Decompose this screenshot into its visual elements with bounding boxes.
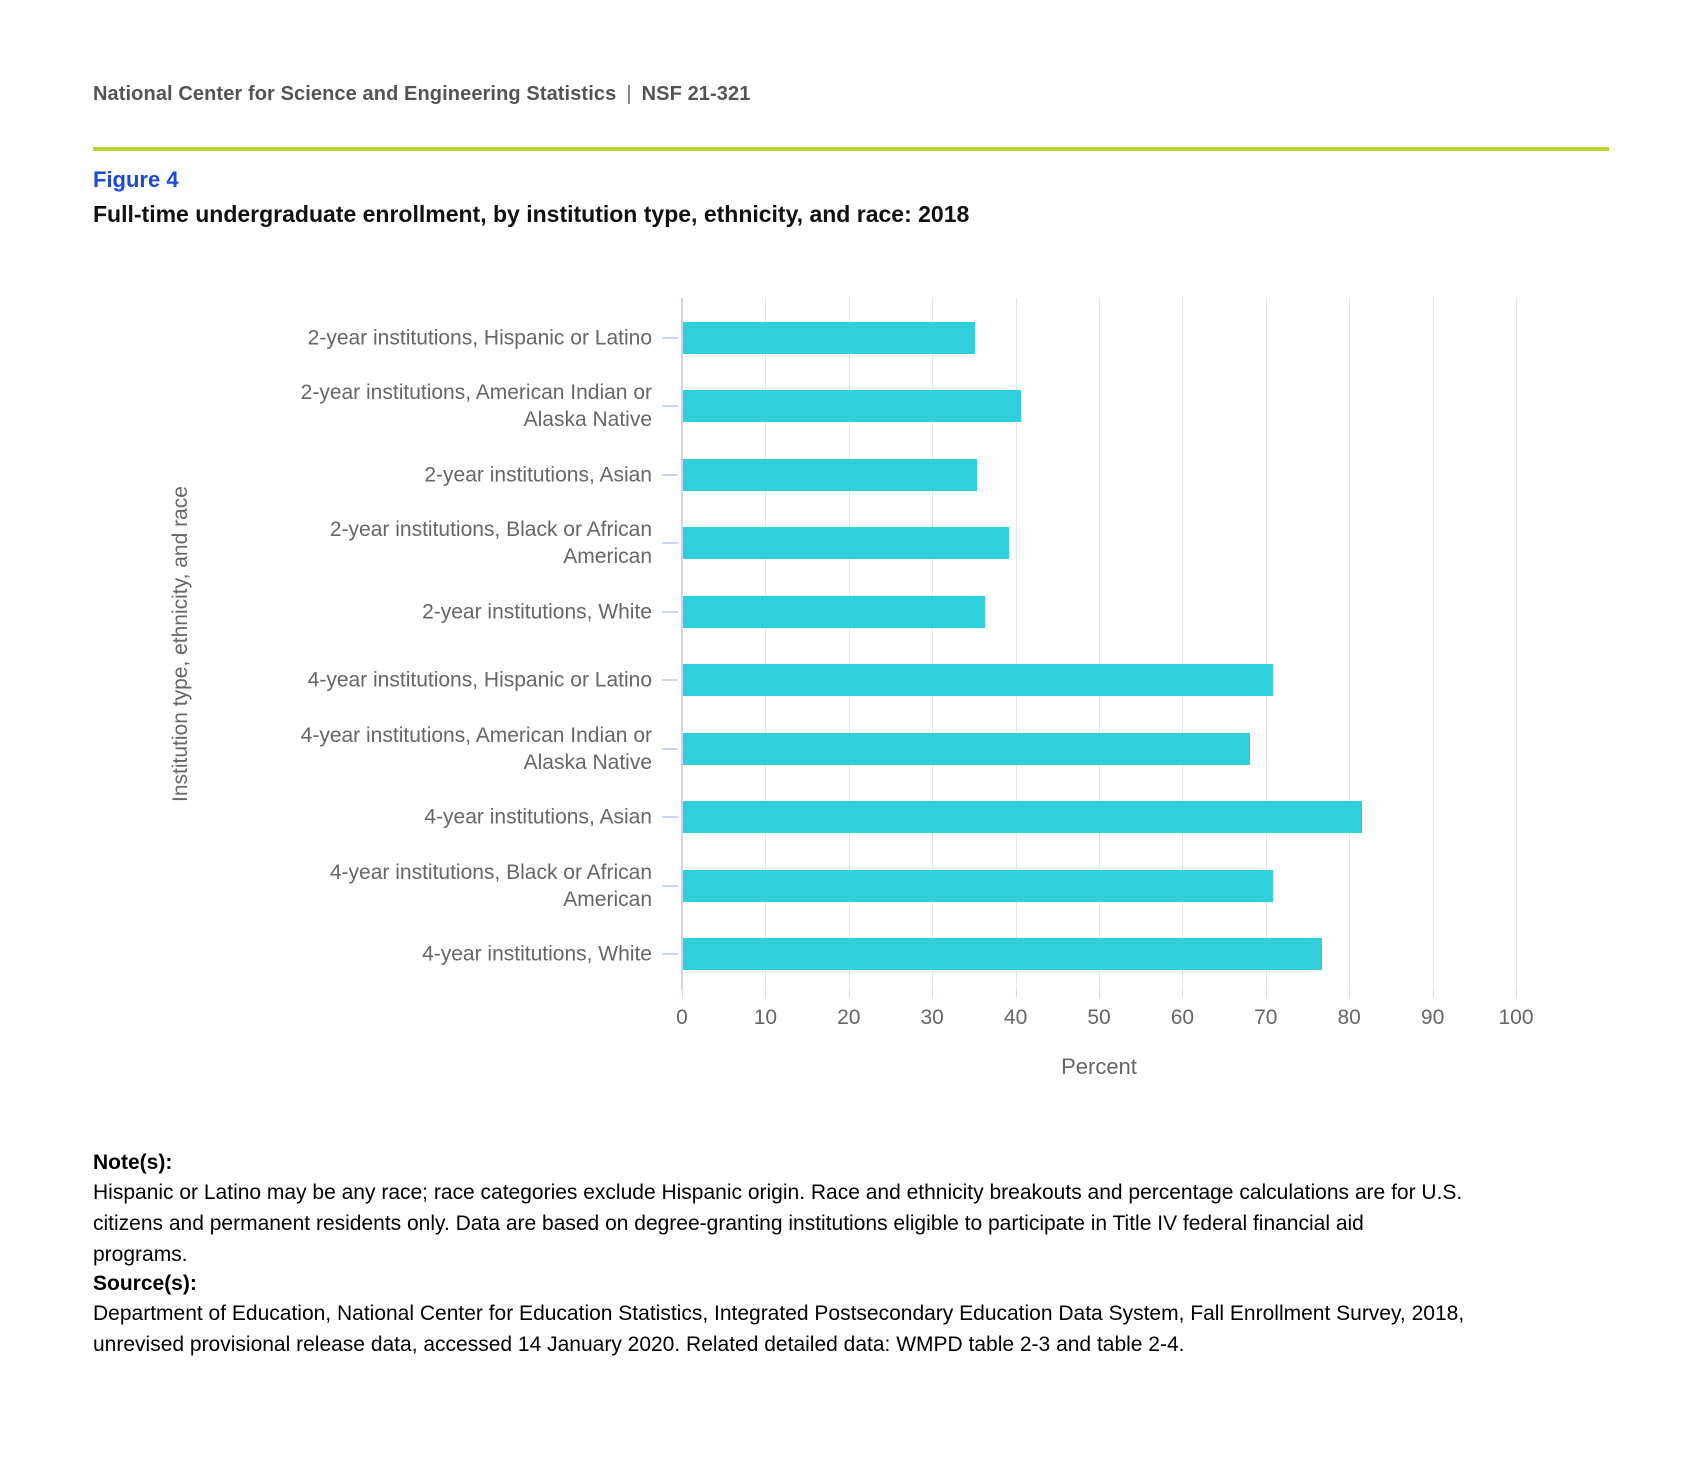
- category-tick: [662, 953, 678, 956]
- category-label: 2-year institutions, American Indian or …: [300, 381, 652, 432]
- header-separator: |: [626, 83, 632, 105]
- x-axis-title: Percent: [1061, 1054, 1137, 1079]
- notes-heading: Note(s):: [93, 1151, 173, 1174]
- x-gridline: [932, 298, 934, 990]
- x-axis-tick: [932, 990, 934, 997]
- y-axis-title: Institution type, ethnicity, and race: [169, 486, 192, 802]
- x-gridline: [1432, 298, 1434, 990]
- category-label: 4-year institutions, White: [422, 942, 652, 966]
- figure-title: Full-time undergraduate enrollment, by i…: [93, 201, 970, 227]
- bar: [683, 801, 1362, 834]
- bar: [683, 664, 1274, 697]
- x-tick-label: 20: [837, 1006, 861, 1029]
- category-label: 4-year institutions, Black or African Am…: [329, 860, 652, 911]
- category-tick: [662, 337, 678, 339]
- x-tick-label: 30: [920, 1006, 944, 1029]
- x-axis-tick: [1349, 990, 1351, 997]
- y-axis-line: [681, 298, 683, 990]
- x-axis-tick: [1099, 990, 1100, 997]
- x-tick-label: 0: [676, 1006, 688, 1029]
- x-axis-tick: [1182, 990, 1184, 997]
- x-axis-tick: [682, 990, 683, 997]
- notes-text: Hispanic or Latino may be any race; race…: [93, 1181, 1463, 1266]
- category-tick: [662, 405, 678, 408]
- x-tick-label: 80: [1337, 1006, 1361, 1029]
- bar: [683, 938, 1322, 971]
- publisher-name: National Center for Science and Engineer…: [93, 83, 617, 105]
- x-tick-label: 100: [1498, 1006, 1534, 1029]
- bar: [683, 869, 1274, 902]
- x-gridline: [1015, 298, 1017, 990]
- x-axis-tick: [848, 990, 850, 997]
- x-gridline: [1099, 298, 1100, 990]
- category-label: 2-year institutions, Black or African Am…: [329, 518, 652, 569]
- x-tick-label: 70: [1254, 1006, 1278, 1029]
- x-tick-label: 90: [1420, 1006, 1445, 1029]
- category-label: 2-year institutions, White: [422, 600, 652, 624]
- bar: [683, 527, 1010, 560]
- x-axis-tick: [1015, 990, 1017, 997]
- category-label: 4-year institutions, Hispanic or Latino: [307, 668, 652, 692]
- category-tick: [662, 747, 678, 750]
- x-axis-tick: [1516, 990, 1517, 997]
- category-tick: [662, 816, 678, 819]
- x-tick-label: 50: [1087, 1006, 1111, 1029]
- category-tick: [662, 679, 678, 682]
- category-label: 2-year institutions, Hispanic or Latino: [307, 326, 652, 350]
- sources-heading: Source(s):: [93, 1272, 197, 1295]
- x-tick-label: 60: [1170, 1006, 1195, 1029]
- bar: [683, 390, 1021, 423]
- category-tick: [662, 473, 678, 476]
- x-axis-tick: [765, 990, 767, 997]
- x-tick-label: 40: [1003, 1006, 1028, 1029]
- report-number: NSF 21-321: [641, 83, 751, 105]
- x-gridline: [1516, 298, 1517, 990]
- x-axis-tick: [1265, 990, 1267, 997]
- sources-text: Department of Education, National Center…: [93, 1302, 1465, 1356]
- green-divider-rule: [93, 147, 1609, 151]
- report-header: National Center for Science and Engineer…: [93, 83, 750, 106]
- x-axis-tick: [1432, 990, 1434, 997]
- category-tick: [662, 884, 678, 887]
- x-gridline: [848, 298, 850, 990]
- x-gridline: [1349, 298, 1351, 990]
- figure-label: Figure 4: [93, 167, 179, 192]
- x-gridline: [1182, 298, 1184, 990]
- bar: [683, 595, 985, 628]
- category-label: 4-year institutions, Asian: [424, 805, 652, 829]
- bar: [683, 458, 977, 491]
- category-tick: [662, 610, 678, 613]
- x-gridline: [765, 298, 767, 990]
- x-gridline: [1265, 298, 1267, 990]
- x-tick-label: 10: [753, 1006, 778, 1029]
- bar: [683, 732, 1251, 765]
- category-tick: [662, 542, 678, 545]
- category-label: 2-year institutions, Asian: [424, 463, 652, 487]
- bar: [683, 322, 975, 354]
- category-label: 4-year institutions, American Indian or …: [300, 723, 652, 774]
- bar-chart: 0 10 20 30 40 50 60 70 80 90 100 2-year institution…: [169, 298, 1534, 1079]
